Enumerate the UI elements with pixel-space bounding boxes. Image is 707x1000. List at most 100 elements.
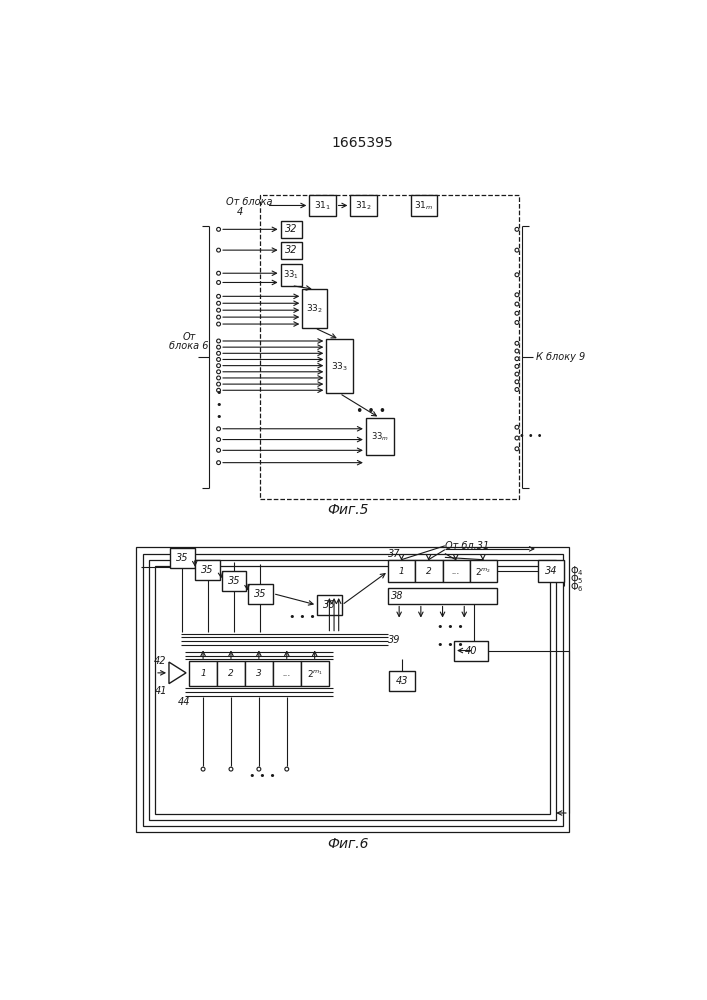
Circle shape xyxy=(515,293,519,297)
Circle shape xyxy=(515,380,519,384)
Text: $2^{m_2}$: $2^{m_2}$ xyxy=(475,566,491,577)
Circle shape xyxy=(216,339,221,343)
Bar xyxy=(366,418,394,455)
Bar xyxy=(273,661,300,686)
Text: От: От xyxy=(182,332,196,342)
Text: 35: 35 xyxy=(228,576,240,586)
Bar xyxy=(149,560,556,820)
Circle shape xyxy=(216,358,221,361)
Text: $31_m$: $31_m$ xyxy=(414,199,433,212)
Bar xyxy=(538,560,564,582)
Text: 1665395: 1665395 xyxy=(331,136,393,150)
Bar xyxy=(300,661,329,686)
Bar xyxy=(281,221,303,238)
Bar xyxy=(222,571,247,591)
Text: $\Phi_4$: $\Phi_4$ xyxy=(571,564,584,578)
Text: ...: ... xyxy=(283,669,291,678)
Text: ...: ... xyxy=(452,567,460,576)
Bar xyxy=(189,661,217,686)
Circle shape xyxy=(216,364,221,368)
Bar xyxy=(143,554,563,826)
Circle shape xyxy=(515,436,519,440)
Circle shape xyxy=(216,315,221,319)
Text: От блока: От блока xyxy=(226,197,272,207)
Text: 37: 37 xyxy=(388,549,401,559)
Text: 34: 34 xyxy=(545,566,557,576)
Text: $33_3$: $33_3$ xyxy=(332,360,349,373)
Text: 1: 1 xyxy=(399,567,404,576)
Bar xyxy=(136,547,569,832)
Circle shape xyxy=(515,321,519,324)
Circle shape xyxy=(515,447,519,451)
Text: 32: 32 xyxy=(285,245,298,255)
Text: 41: 41 xyxy=(155,686,168,696)
Bar xyxy=(281,264,303,286)
Bar xyxy=(170,548,194,568)
Circle shape xyxy=(216,281,221,284)
Text: 39: 39 xyxy=(388,635,401,645)
Text: 40: 40 xyxy=(465,646,477,656)
Bar xyxy=(454,641,489,661)
Text: $\Phi_5$: $\Phi_5$ xyxy=(571,572,584,586)
Circle shape xyxy=(216,301,221,305)
Circle shape xyxy=(229,767,233,771)
Circle shape xyxy=(515,349,519,353)
Bar xyxy=(416,560,443,582)
Bar xyxy=(388,588,497,604)
Bar xyxy=(260,195,518,499)
Circle shape xyxy=(515,302,519,306)
Circle shape xyxy=(216,376,221,380)
Text: $33_2$: $33_2$ xyxy=(306,302,323,315)
Circle shape xyxy=(216,370,221,374)
Text: $31_1$: $31_1$ xyxy=(314,199,331,212)
Text: 2: 2 xyxy=(426,567,432,576)
Circle shape xyxy=(515,425,519,429)
Circle shape xyxy=(216,448,221,452)
Circle shape xyxy=(216,461,221,465)
Bar xyxy=(303,289,327,328)
Text: 35: 35 xyxy=(255,589,267,599)
Text: 42: 42 xyxy=(154,656,167,666)
Text: $33_m$: $33_m$ xyxy=(370,430,389,443)
Text: • • •: • • • xyxy=(356,405,386,418)
Text: 32: 32 xyxy=(285,224,298,234)
Text: • • •: • • • xyxy=(289,612,316,622)
Circle shape xyxy=(257,767,261,771)
Circle shape xyxy=(515,248,519,252)
Text: Фиг.6: Фиг.6 xyxy=(327,837,369,851)
Bar xyxy=(443,560,469,582)
Bar xyxy=(248,584,273,604)
Text: Фиг.5: Фиг.5 xyxy=(327,503,369,517)
Text: 44: 44 xyxy=(177,697,190,707)
Circle shape xyxy=(201,767,205,771)
Bar xyxy=(245,661,273,686)
Text: блока 6: блока 6 xyxy=(170,341,209,351)
Circle shape xyxy=(216,322,221,326)
Bar xyxy=(469,560,497,582)
Circle shape xyxy=(216,248,221,252)
Circle shape xyxy=(515,357,519,361)
Text: От бл.31: От бл.31 xyxy=(445,541,489,551)
Circle shape xyxy=(216,271,221,275)
Text: К блоку 9: К блоку 9 xyxy=(537,352,585,362)
Circle shape xyxy=(216,308,221,312)
Circle shape xyxy=(216,382,221,386)
Text: 36: 36 xyxy=(323,600,336,610)
Text: • • •: • • • xyxy=(250,771,276,781)
Text: 1: 1 xyxy=(200,669,206,678)
Text: • • •: • • • xyxy=(437,622,464,632)
Bar xyxy=(388,560,416,582)
Circle shape xyxy=(216,388,221,392)
Circle shape xyxy=(216,427,221,431)
Circle shape xyxy=(515,311,519,315)
Bar xyxy=(281,242,303,259)
Bar xyxy=(217,661,245,686)
Text: $33_1$: $33_1$ xyxy=(284,269,299,281)
Circle shape xyxy=(515,364,519,368)
Text: 35: 35 xyxy=(176,553,188,563)
Text: $31_2$: $31_2$ xyxy=(355,199,372,212)
Bar xyxy=(195,560,220,580)
Text: 4: 4 xyxy=(237,207,243,217)
Polygon shape xyxy=(169,662,186,684)
Circle shape xyxy=(515,388,519,391)
